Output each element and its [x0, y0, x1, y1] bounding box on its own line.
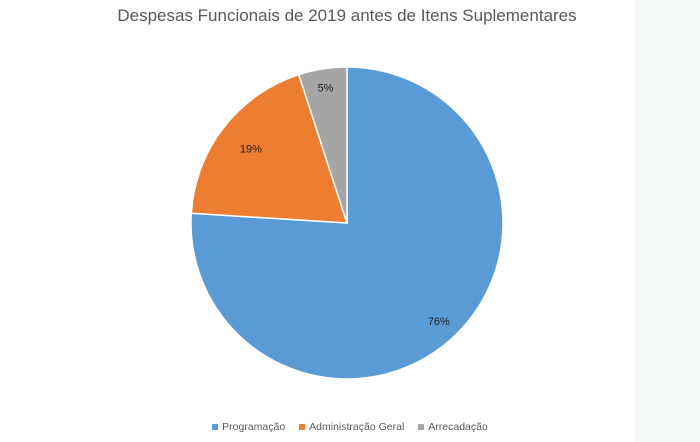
- pie-slices: [190, 66, 504, 380]
- legend-swatch-3: [418, 424, 425, 430]
- legend-item-3: Arrecadação: [418, 421, 488, 433]
- legend-item-2: Administração Geral: [299, 421, 404, 433]
- legend-label-3: Arrecadação: [428, 421, 488, 433]
- data-label-2: 19%: [240, 143, 262, 155]
- data-label-1: 76%: [428, 316, 450, 328]
- pie-slice-2: [190, 73, 349, 224]
- pie-slice-3: [297, 66, 348, 224]
- chart-title: Despesas Funcionais de 2019 antes de Ite…: [117, 6, 577, 25]
- pie-slice-1: [190, 66, 504, 380]
- data-label-3: 5%: [318, 82, 334, 94]
- legend-swatch-1: [212, 424, 219, 430]
- legend-label-1: Programação: [222, 421, 286, 433]
- pie-data-labels: 76% 19% 5%: [240, 82, 450, 327]
- side-panel-strip: [634, 0, 700, 442]
- chart-legend: Programação Administração Geral Arrecadaçã…: [0, 421, 700, 433]
- legend-label-2: Administração Geral: [309, 421, 405, 433]
- legend-swatch-2: [299, 424, 306, 430]
- legend-item-1: Programação: [212, 421, 285, 433]
